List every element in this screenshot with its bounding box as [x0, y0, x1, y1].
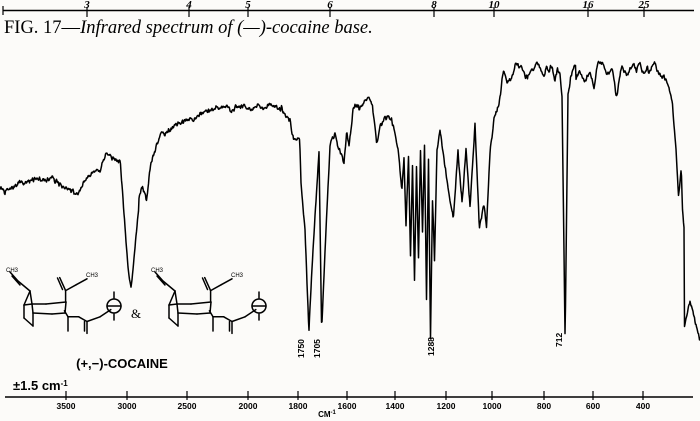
- svg-text:(+,−)-COCAINE: (+,−)-COCAINE: [76, 356, 168, 371]
- svg-text:1705: 1705: [312, 339, 322, 358]
- svg-text:1000: 1000: [483, 401, 502, 411]
- svg-text:&: &: [131, 306, 141, 321]
- svg-text:1288: 1288: [426, 337, 436, 356]
- svg-text:6: 6: [327, 0, 333, 11]
- svg-text:1600: 1600: [338, 401, 357, 411]
- svg-text:1800: 1800: [289, 401, 308, 411]
- svg-text:712: 712: [554, 333, 564, 347]
- svg-text:CH3: CH3: [6, 268, 19, 274]
- svg-text:1750: 1750: [296, 339, 306, 358]
- svg-text:CH3: CH3: [151, 268, 164, 274]
- svg-text:3500: 3500: [57, 401, 76, 411]
- svg-text:10: 10: [489, 0, 501, 11]
- svg-text:16: 16: [583, 0, 595, 11]
- svg-text:2000: 2000: [239, 401, 258, 411]
- svg-text:CM-1: CM-1: [318, 410, 336, 419]
- svg-text:400: 400: [636, 401, 650, 411]
- svg-text:25: 25: [638, 0, 651, 11]
- svg-text:5: 5: [245, 0, 251, 11]
- svg-text:±1.5 cm-1: ±1.5 cm-1: [13, 378, 68, 393]
- svg-text:800: 800: [537, 401, 551, 411]
- svg-text:CH3: CH3: [86, 273, 99, 279]
- svg-text:CH3: CH3: [231, 273, 244, 279]
- svg-text:600: 600: [586, 401, 600, 411]
- svg-text:1200: 1200: [437, 401, 456, 411]
- svg-text:1400: 1400: [386, 401, 405, 411]
- svg-text:3: 3: [83, 0, 90, 11]
- svg-text:2500: 2500: [178, 401, 197, 411]
- svg-text:FIG. 17—Infrared spectrum of (: FIG. 17—Infrared spectrum of (—)-cocaine…: [4, 18, 373, 38]
- svg-text:4: 4: [185, 0, 192, 11]
- svg-text:8: 8: [431, 0, 437, 11]
- svg-text:3000: 3000: [118, 401, 137, 411]
